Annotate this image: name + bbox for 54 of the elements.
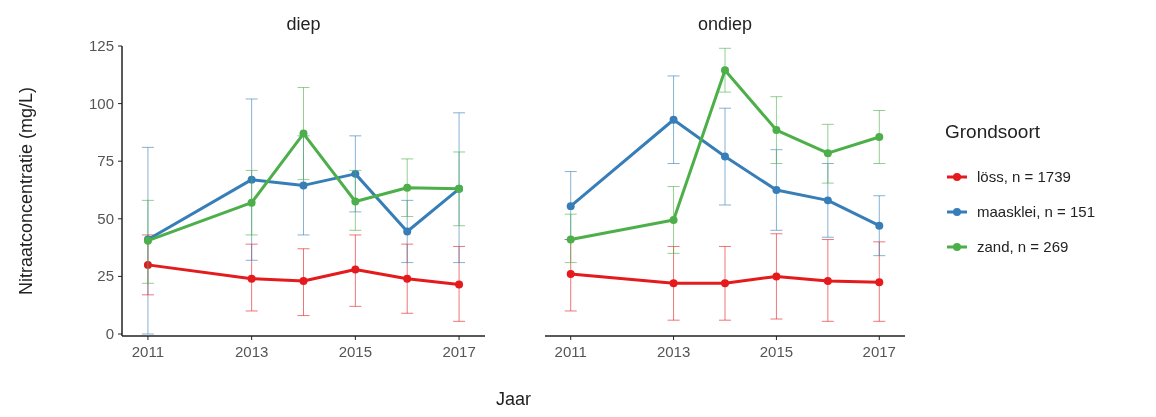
point xyxy=(772,126,781,135)
point xyxy=(351,169,360,178)
point xyxy=(823,196,832,205)
x-tick-label: 2015 xyxy=(338,343,373,360)
x-tick-label: 2015 xyxy=(759,343,794,360)
point xyxy=(403,183,412,192)
x-axis-title: Jaar xyxy=(495,389,532,409)
point xyxy=(455,280,464,289)
point xyxy=(299,277,308,285)
legend-label: maasklei, n = 151 xyxy=(977,203,1095,220)
x-tick-label: 2017 xyxy=(442,343,476,360)
point xyxy=(247,274,256,283)
point xyxy=(875,133,884,141)
point xyxy=(351,265,360,274)
point xyxy=(721,66,729,75)
point xyxy=(823,277,832,285)
point xyxy=(721,152,729,161)
legend-label: löss, n = 1739 xyxy=(977,168,1071,185)
y-tick-label: 125 xyxy=(88,37,114,54)
point xyxy=(351,197,360,206)
y-tick-label: 25 xyxy=(97,267,114,285)
legend-title: Grondsoort xyxy=(945,121,1041,142)
point xyxy=(669,115,678,124)
point xyxy=(566,202,575,211)
point xyxy=(875,221,884,230)
point xyxy=(669,279,678,288)
y-tick-label: 100 xyxy=(88,94,114,112)
x-tick-label: 2017 xyxy=(862,343,896,360)
x-tick-label: 2011 xyxy=(554,343,587,360)
point xyxy=(566,270,575,279)
point xyxy=(299,129,308,138)
chart-title: diep xyxy=(286,14,321,34)
x-tick-label: 2013 xyxy=(234,343,269,360)
y-tick-label: 75 xyxy=(97,152,114,170)
point xyxy=(823,149,832,158)
point xyxy=(875,278,884,287)
point xyxy=(299,181,308,190)
legend-label: zand, n = 269 xyxy=(977,238,1069,255)
point xyxy=(772,272,781,281)
point xyxy=(669,215,678,224)
y-tick-label: 50 xyxy=(97,209,114,227)
point xyxy=(403,227,412,236)
x-tick-label: 2013 xyxy=(656,343,691,360)
point xyxy=(772,186,781,194)
point xyxy=(566,235,575,244)
y-axis-title: Nitraatconcentratie (mg/L) xyxy=(16,86,36,296)
point xyxy=(143,260,152,269)
point xyxy=(247,175,256,184)
point xyxy=(721,279,729,288)
x-tick-label: 2011 xyxy=(131,343,165,360)
chart-title: ondiep xyxy=(697,14,753,34)
point xyxy=(247,198,256,207)
point xyxy=(403,274,412,283)
y-tick-label: 0 xyxy=(105,325,114,342)
